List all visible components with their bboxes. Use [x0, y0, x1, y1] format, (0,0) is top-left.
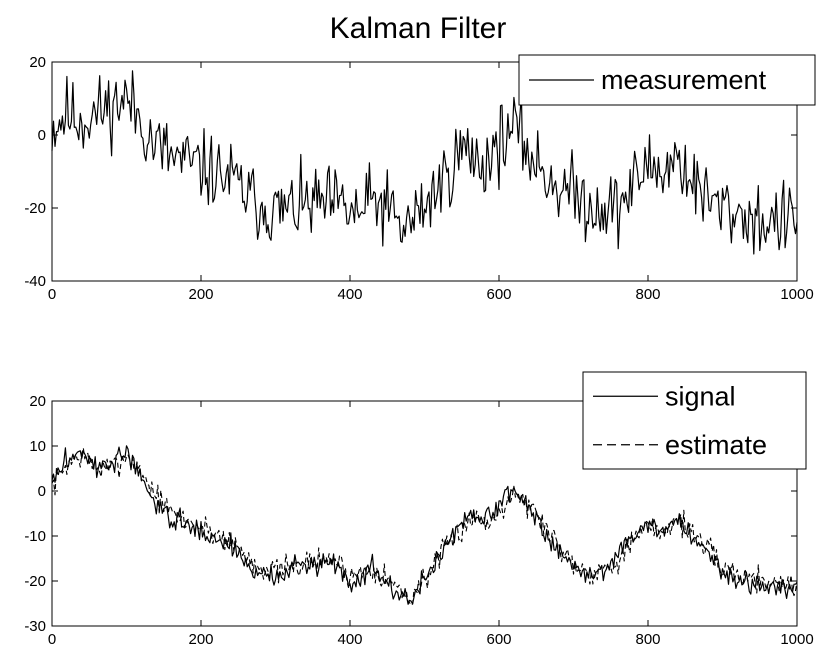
x-tick-label: 0 — [48, 286, 56, 303]
x-tick-label: 400 — [337, 286, 362, 303]
legend-label-estimate: estimate — [665, 430, 767, 460]
plot-panel-2: 0 200 400 600 800 1000 20 10 0 -10 -20 -30 signal est… — [24, 371, 814, 648]
x-tick-label: 400 — [337, 631, 362, 648]
y-tick-label: -40 — [24, 273, 46, 290]
axes-box — [51, 61, 798, 282]
x-tick-label: 800 — [635, 631, 660, 648]
x-tick-label: 200 — [188, 631, 213, 648]
y-tick-label: -20 — [24, 200, 46, 217]
legend-label-measurement: measurement — [601, 65, 767, 95]
y-tick-label: 20 — [29, 54, 46, 71]
x-tick-label: 1000 — [780, 631, 813, 648]
y-tick-label: 10 — [29, 438, 46, 455]
x-tick-label: 800 — [635, 286, 660, 303]
x-tick-label: 0 — [48, 631, 56, 648]
legend-label-signal: signal — [665, 381, 736, 411]
y-tick-label: -20 — [24, 573, 46, 590]
x-tick-label: 600 — [486, 631, 511, 648]
y-tick-label: -10 — [24, 528, 46, 545]
legend: signal estimate — [582, 371, 807, 470]
y-tick-label: -30 — [24, 618, 46, 635]
y-tick-label: 0 — [38, 483, 46, 500]
x-tick-label: 600 — [486, 286, 511, 303]
chart-title: Kalman Filter — [330, 12, 507, 45]
series-line-estimate — [51, 447, 798, 606]
series-line-measurement — [51, 70, 798, 255]
legend-box — [582, 371, 807, 470]
y-tick-label: 0 — [38, 127, 46, 144]
legend: measurement — [518, 54, 816, 106]
axes-box — [51, 400, 798, 627]
y-tick-label: 20 — [29, 393, 46, 410]
series-line-signal — [51, 445, 798, 605]
x-tick-label: 1000 — [780, 286, 813, 303]
x-tick-label: 200 — [188, 286, 213, 303]
